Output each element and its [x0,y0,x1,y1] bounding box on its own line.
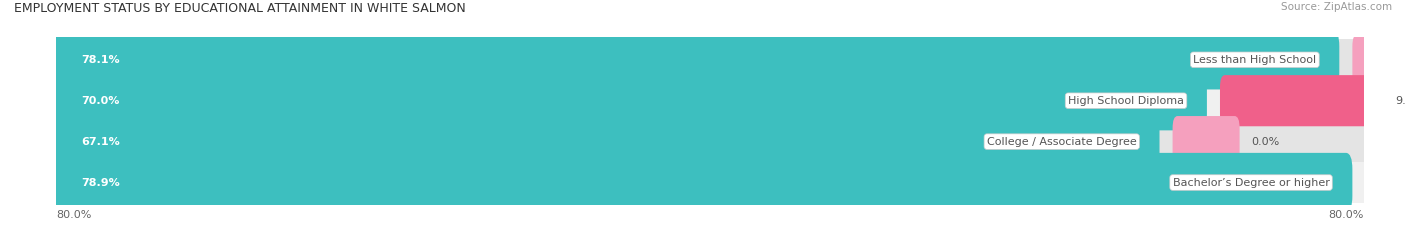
Text: 80.0%: 80.0% [56,210,91,220]
Bar [56,121,1364,162]
Text: 9.4%: 9.4% [1395,96,1406,106]
Text: 78.9%: 78.9% [80,178,120,188]
Text: EMPLOYMENT STATUS BY EDUCATIONAL ATTAINMENT IN WHITE SALMON: EMPLOYMENT STATUS BY EDUCATIONAL ATTAINM… [14,2,465,15]
Text: High School Diploma: High School Diploma [1069,96,1184,106]
Text: College / Associate Degree: College / Associate Degree [987,137,1136,147]
Text: 80.0%: 80.0% [1329,210,1364,220]
FancyBboxPatch shape [49,30,1340,89]
Text: Source: ZipAtlas.com: Source: ZipAtlas.com [1281,2,1392,12]
FancyBboxPatch shape [49,112,1160,171]
Bar [56,80,1364,121]
Bar [56,162,1364,203]
Text: Less than High School: Less than High School [1194,55,1316,65]
Bar [56,39,1364,80]
FancyBboxPatch shape [1173,116,1240,167]
FancyBboxPatch shape [1220,75,1384,126]
Text: Bachelor’s Degree or higher: Bachelor’s Degree or higher [1173,178,1330,188]
FancyBboxPatch shape [1365,157,1406,208]
Text: 0.0%: 0.0% [1251,137,1279,147]
Text: 78.1%: 78.1% [80,55,120,65]
Text: 67.1%: 67.1% [80,137,120,147]
Text: 70.0%: 70.0% [80,96,120,106]
FancyBboxPatch shape [49,153,1353,212]
FancyBboxPatch shape [49,71,1206,130]
FancyBboxPatch shape [1353,34,1406,85]
